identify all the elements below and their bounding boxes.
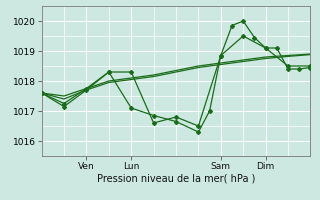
X-axis label: Pression niveau de la mer( hPa ): Pression niveau de la mer( hPa )	[97, 173, 255, 183]
